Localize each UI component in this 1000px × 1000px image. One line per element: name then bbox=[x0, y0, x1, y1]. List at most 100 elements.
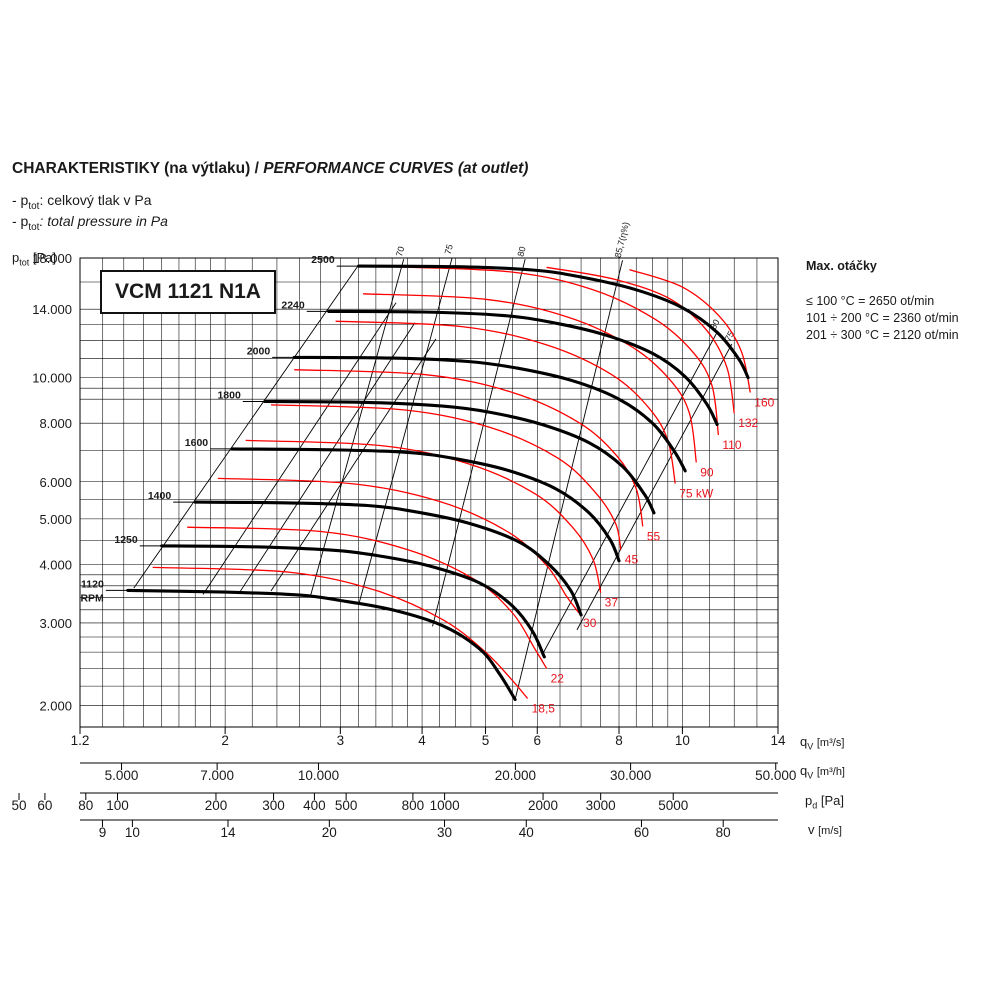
y-tick-label: 8.000 bbox=[39, 416, 72, 431]
grid bbox=[80, 258, 778, 727]
efficiency-label: 75 bbox=[723, 329, 737, 343]
max-speed-line: 101 ÷ 200 °C = 2360 ot/min bbox=[806, 311, 959, 325]
power-label: 55 bbox=[647, 529, 661, 543]
model-label: VCM 1121 N1A bbox=[100, 270, 276, 314]
efficiency-line bbox=[541, 332, 718, 656]
efficiency-line bbox=[133, 264, 360, 589]
max-speed-title: Max. otáčky bbox=[806, 259, 877, 273]
x-tick-label: 6 bbox=[534, 733, 542, 748]
efficiency-label: 80 bbox=[515, 245, 527, 257]
x-tick-label: 14 bbox=[770, 733, 786, 748]
power-curve bbox=[217, 477, 580, 614]
speed-label: 1250 bbox=[114, 534, 138, 546]
x-axis-symbol: q bbox=[800, 734, 808, 749]
y-tick-label: 6.000 bbox=[39, 475, 72, 490]
speed-curve bbox=[160, 544, 546, 659]
x-tick-label: 10.000 bbox=[298, 768, 339, 783]
power-curve bbox=[392, 266, 720, 436]
x-axis-unit-flow-h: qV [m³/h] bbox=[800, 763, 845, 781]
efficiency-line bbox=[309, 259, 405, 597]
x-axis-unit-flow-s: qV [m³/s] bbox=[800, 734, 844, 752]
efficiency-label: 85,7(η%) bbox=[613, 221, 631, 259]
power-curve bbox=[152, 566, 529, 699]
x-axis-sub: V bbox=[807, 741, 814, 752]
note-prefix: - p bbox=[12, 213, 29, 229]
x-tick-label: 3 bbox=[337, 733, 345, 748]
efficiency-label: 70 bbox=[394, 245, 406, 257]
speed-curve bbox=[357, 264, 750, 380]
speed-curve bbox=[292, 355, 687, 473]
x-tick-label: 14 bbox=[220, 825, 236, 840]
note-czech: - ptot: celkový tlak v Pa bbox=[12, 192, 152, 212]
x-tick-label: 7.000 bbox=[200, 768, 234, 783]
power-label: 90 bbox=[700, 465, 714, 479]
speed-label: 1120 bbox=[81, 578, 104, 590]
power-label: 22 bbox=[551, 671, 565, 685]
x-axis-unit-velocity: v [m/s] bbox=[808, 822, 842, 837]
speed-curve bbox=[230, 447, 621, 563]
x-axis-symbol: p bbox=[805, 793, 813, 808]
x-tick-label: 100 bbox=[106, 798, 129, 813]
note-prefix: - p bbox=[12, 192, 29, 208]
x-tick-label: 80 bbox=[716, 825, 731, 840]
x-tick-label: 400 bbox=[303, 798, 326, 813]
heading-bold: CHARAKTERISTIKY (na výtlaku) / bbox=[12, 160, 264, 177]
note-english: - ptot: total pressure in Pa bbox=[12, 213, 168, 233]
speed-curve bbox=[263, 399, 656, 515]
speed-label: 1800 bbox=[217, 389, 241, 401]
speed-label: 2000 bbox=[247, 345, 271, 357]
x-axis-unit: [m³/s] bbox=[816, 737, 845, 749]
x-tick-label: 9 bbox=[99, 825, 107, 840]
y-tick-label: 14.000 bbox=[32, 302, 72, 317]
y-axis-sub: tot bbox=[19, 257, 30, 268]
speed-label: 2500 bbox=[311, 254, 335, 266]
power-label: 45 bbox=[625, 553, 639, 567]
y-tick-label: 18.000 bbox=[32, 251, 72, 266]
x-axes bbox=[18, 726, 779, 827]
max-speed-line: 201 ÷ 300 °C = 2120 ot/min bbox=[806, 328, 959, 342]
max-speed-line: ≤ 100 °C = 2650 ot/min bbox=[806, 294, 935, 308]
y-axis-symbol: p bbox=[12, 250, 20, 265]
efficiency-label: 75 bbox=[443, 243, 455, 255]
efficiency-line bbox=[576, 343, 733, 631]
plot-frame bbox=[79, 257, 779, 728]
y-axis-label: ptot [Pa] bbox=[12, 250, 56, 268]
x-axis-symbol: q bbox=[800, 763, 808, 778]
heading-italic: PERFORMANCE CURVES (at outlet) bbox=[263, 160, 529, 177]
speed-label: 1600 bbox=[185, 437, 209, 449]
max-speed-box: Max. otáčky ≤ 100 °C = 2650 ot/min 101 ÷… bbox=[806, 258, 959, 344]
x-tick-label: 20.000 bbox=[495, 768, 536, 783]
power-curve bbox=[629, 268, 751, 393]
x-tick-label: 40 bbox=[519, 825, 534, 840]
x-axis-unit: [Pa] bbox=[820, 793, 844, 808]
power-curve bbox=[187, 526, 548, 669]
x-tick-label: 800 bbox=[402, 798, 425, 813]
power-label: 30 bbox=[583, 616, 597, 630]
power-label: 37 bbox=[605, 596, 619, 610]
power-label: 160 bbox=[754, 396, 774, 410]
y-tick-label: 10.000 bbox=[32, 371, 72, 386]
efficiency-line bbox=[238, 322, 416, 594]
speed-curve bbox=[193, 500, 583, 617]
x-axis-unit: [m/s] bbox=[818, 825, 842, 837]
x-axis-sub: V bbox=[807, 770, 814, 781]
x-tick-label: 1.2 bbox=[71, 733, 90, 748]
power-label: 18,5 bbox=[532, 702, 556, 716]
x-tick-label: 3000 bbox=[586, 798, 616, 813]
note-text: : celkový tlak v Pa bbox=[39, 192, 152, 208]
x-tick-label: 30.000 bbox=[610, 768, 651, 783]
x-axis-sub: d bbox=[812, 800, 818, 811]
y-tick-label: 4.000 bbox=[39, 557, 72, 572]
rpm-unit-label: RPM bbox=[80, 592, 104, 604]
x-tick-label: 50 bbox=[12, 798, 27, 813]
x-tick-label: 2000 bbox=[528, 798, 558, 813]
x-tick-label: 1000 bbox=[430, 798, 460, 813]
x-tick-label: 60 bbox=[634, 825, 649, 840]
x-tick-label: 4 bbox=[418, 733, 426, 748]
power-curve bbox=[270, 404, 622, 550]
speed-label: 1400 bbox=[148, 490, 172, 502]
chart-heading: CHARAKTERISTIKY (na výtlaku) / PERFORMAN… bbox=[12, 160, 528, 178]
note-text: : total pressure in Pa bbox=[39, 213, 168, 229]
x-tick-label: 30 bbox=[437, 825, 452, 840]
